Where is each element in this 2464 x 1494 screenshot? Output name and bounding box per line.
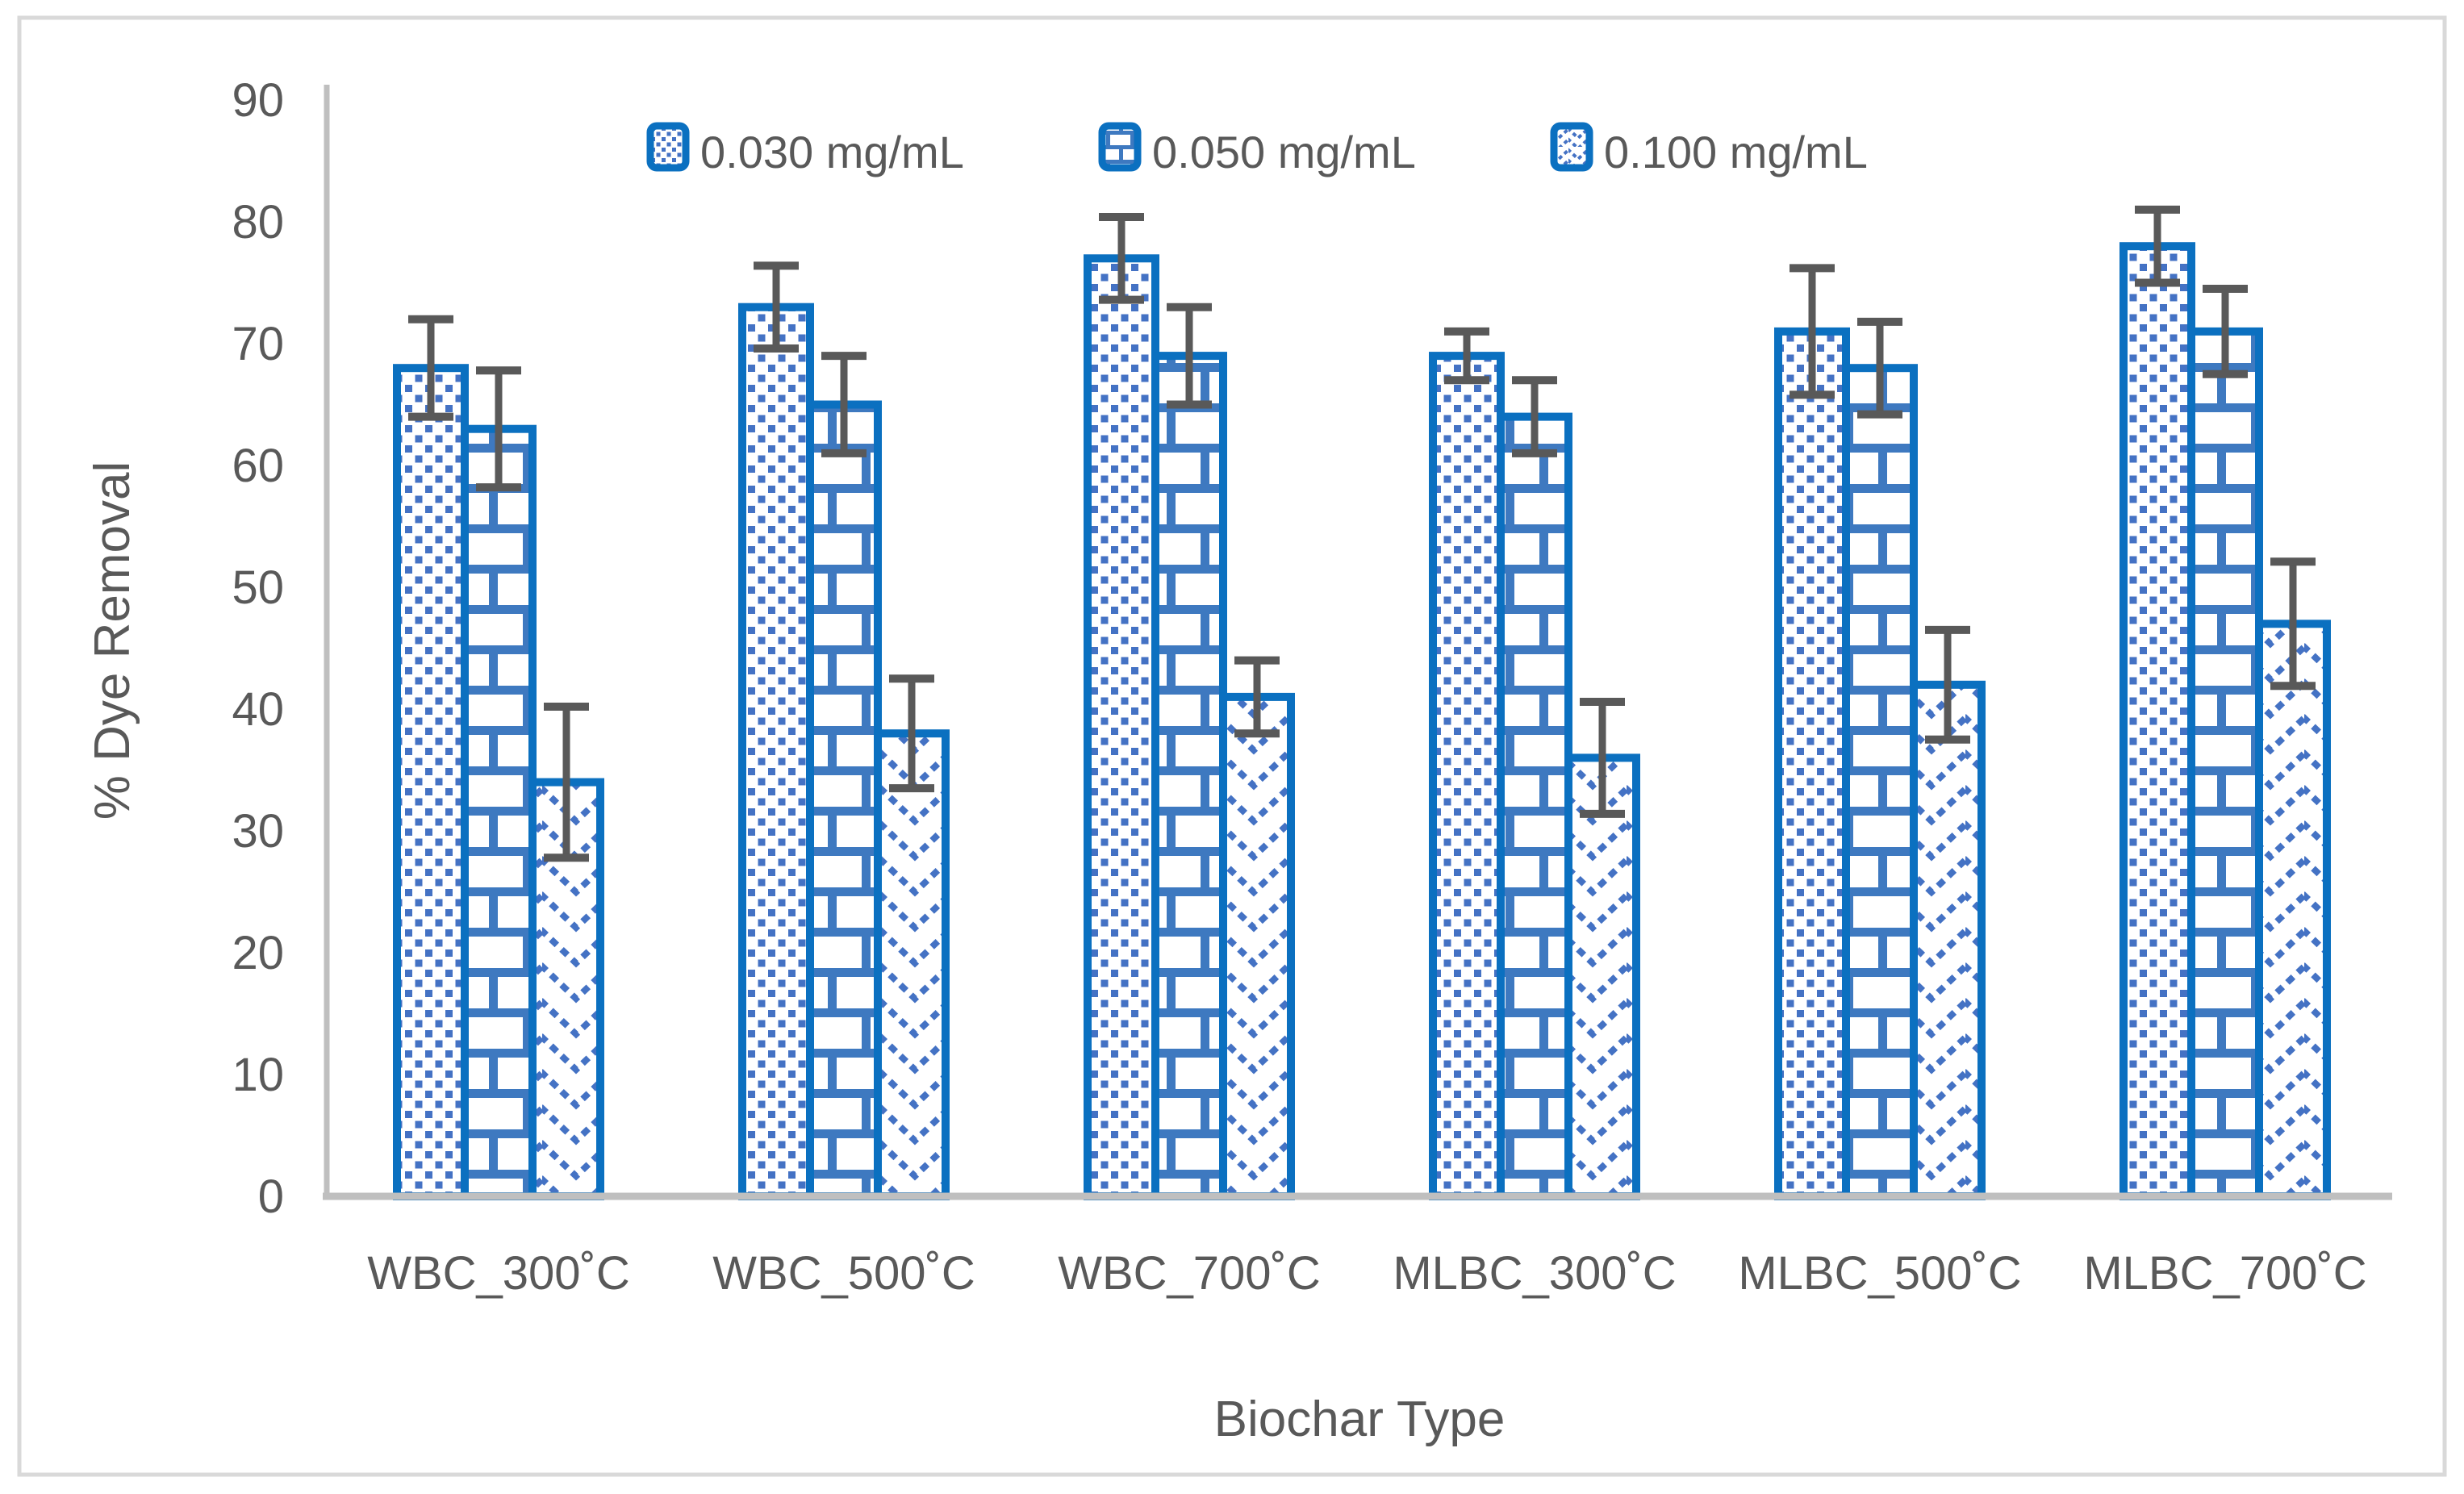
y-tick-label-0: 0 — [258, 1171, 284, 1223]
bar-pattern-fill — [1914, 684, 1982, 1196]
bar-0030-4 — [1774, 327, 1850, 1200]
y-tick-label-20: 20 — [232, 927, 284, 979]
bar-0050-3 — [1497, 412, 1572, 1200]
x-category-label-0: WBC_300˚C — [367, 1247, 630, 1300]
bar-0100-2 — [1219, 692, 1295, 1200]
error-bar — [754, 261, 799, 353]
error-bar — [1444, 327, 1489, 385]
bar-pattern-fill — [878, 733, 946, 1196]
legend-marker-pattern — [650, 126, 686, 168]
bar-pattern-fill — [1846, 368, 1914, 1197]
bar-pattern-fill — [1155, 356, 1223, 1197]
figure-border — [17, 15, 2447, 1477]
bars-group — [393, 242, 2331, 1201]
error-bar — [1857, 317, 1902, 419]
bar-pattern-fill — [742, 307, 810, 1197]
bar-0050-4 — [1842, 364, 1918, 1201]
bar-0050-2 — [1151, 352, 1227, 1201]
bar-0050-5 — [2187, 327, 2263, 1200]
y-tick-label-90: 90 — [232, 74, 284, 127]
bar-pattern-fill — [2259, 624, 2327, 1196]
y-axis-title: % Dye Removal — [85, 461, 140, 820]
error-bar — [821, 352, 867, 457]
bar-0030-0 — [393, 364, 469, 1201]
y-tick-label-30: 30 — [232, 805, 284, 858]
y-tick-label-40: 40 — [232, 683, 284, 736]
legend-item-2: 0.100 mg/mL — [1550, 122, 1868, 177]
legend-marker-pattern — [1102, 126, 1138, 168]
bar-pattern-fill — [1568, 757, 1636, 1196]
bar-0100-1 — [874, 729, 950, 1200]
x-category-label-4: MLBC_500˚C — [1738, 1247, 2021, 1300]
bar-0100-4 — [1910, 680, 1986, 1200]
bar-0030-5 — [2119, 242, 2195, 1201]
error-bar — [1512, 376, 1557, 457]
error-bars-group — [408, 205, 2316, 862]
y-tick-labels: 0 10 20 30 40 50 60 70 80 90 — [232, 74, 284, 1223]
bar-0030-1 — [738, 303, 814, 1201]
legend-label-1: 0.050 mg/mL — [1152, 127, 1416, 177]
error-bar — [544, 702, 589, 862]
y-tick-label-70: 70 — [232, 318, 284, 370]
x-category-label-5: MLBC_700˚C — [2083, 1247, 2366, 1300]
bar-pattern-fill — [1501, 416, 1568, 1196]
bar-pattern-fill — [465, 428, 532, 1196]
error-bar — [889, 674, 934, 793]
legend-marker-pattern — [1554, 126, 1589, 168]
y-tick-label-10: 10 — [232, 1049, 284, 1101]
error-bar — [2270, 557, 2316, 691]
error-bar — [1790, 264, 1835, 399]
error-bar — [408, 315, 453, 421]
y-tick-label-80: 80 — [232, 196, 284, 248]
y-tick-label-50: 50 — [232, 561, 284, 614]
legend: 0.030 mg/mL 0.050 mg/mL 0.100 mg/mL — [646, 122, 1868, 177]
bar-pattern-fill — [2124, 246, 2191, 1197]
error-bar — [476, 366, 521, 492]
y-tick-label-60: 60 — [232, 440, 284, 492]
x-category-label-1: WBC_500˚C — [712, 1247, 975, 1300]
bar-0050-1 — [806, 400, 882, 1200]
error-bar — [2135, 205, 2180, 287]
legend-label-0: 0.030 mg/mL — [700, 127, 964, 177]
error-bar — [2203, 285, 2248, 378]
bar-pattern-fill — [2191, 331, 2259, 1196]
bar-pattern-fill — [1433, 356, 1501, 1197]
bar-pattern-fill — [1778, 331, 1846, 1196]
error-bar — [1234, 656, 1280, 738]
x-category-label-3: MLBC_300˚C — [1393, 1247, 1676, 1300]
legend-item-0: 0.030 mg/mL — [646, 122, 964, 177]
bar-0100-5 — [2255, 620, 2331, 1200]
bar-pattern-fill — [810, 404, 878, 1196]
bar-pattern-fill — [1088, 258, 1155, 1196]
error-bar — [1925, 625, 1970, 744]
bar-0050-0 — [461, 424, 537, 1200]
legend-marker-zigzag-icon — [1550, 122, 1593, 172]
legend-marker-dots-icon — [646, 122, 690, 172]
error-bar — [1580, 697, 1625, 818]
error-bar — [1099, 212, 1144, 304]
bar-0030-2 — [1084, 254, 1159, 1200]
error-bar — [1167, 303, 1212, 409]
bar-0030-3 — [1429, 352, 1505, 1201]
x-category-labels: WBC_300˚C WBC_500˚C WBC_700˚C MLBC_300˚C MLB… — [367, 1247, 2366, 1300]
legend-item-1: 0.050 mg/mL — [1098, 122, 1416, 177]
bar-pattern-fill — [397, 368, 465, 1197]
bar-pattern-fill — [1223, 696, 1291, 1196]
x-category-label-2: WBC_700˚C — [1058, 1247, 1321, 1300]
legend-label-2: 0.100 mg/mL — [1604, 127, 1868, 177]
legend-marker-brick-icon — [1098, 122, 1142, 172]
bar-0100-3 — [1564, 753, 1640, 1200]
x-axis-title: Biochar Type — [1214, 1392, 1506, 1447]
